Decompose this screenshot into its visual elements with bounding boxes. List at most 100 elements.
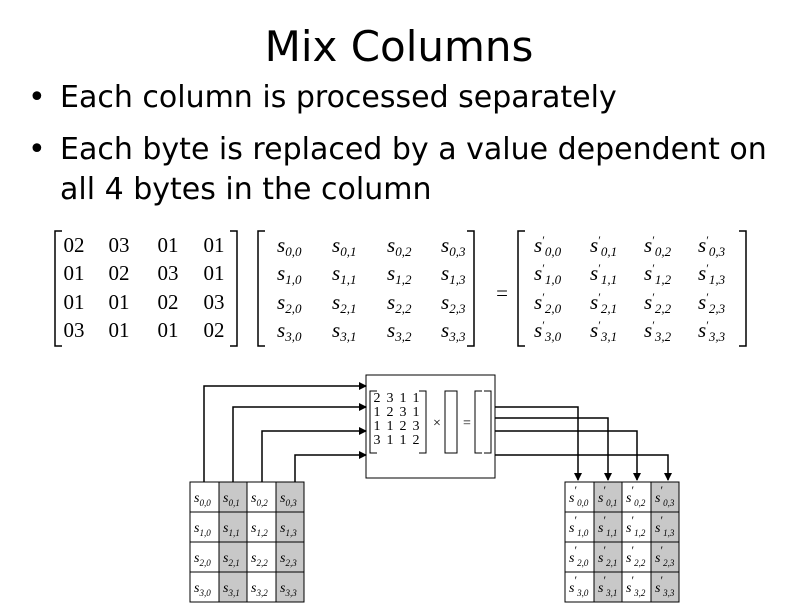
- state-matrix-cell: s2,1: [332, 290, 356, 316]
- coef-matrix-cell: 03: [64, 318, 85, 342]
- output-state-grid-cell: [650, 571, 680, 603]
- output-state-grid-cell-label: s′0,2: [626, 483, 646, 508]
- output-matrix-right-bracket: [739, 230, 747, 347]
- small-matrix-cell: 2: [374, 391, 381, 406]
- coef-matrix-cell: 01: [158, 233, 179, 257]
- state-matrix-cell: s0,0: [277, 233, 302, 259]
- coef-matrix-cell: 01: [204, 233, 225, 257]
- input-state-grid-cell: [275, 571, 305, 603]
- output-arrow: [495, 454, 672, 481]
- output-matrix-cell: s′2,2: [644, 290, 672, 316]
- coef-matrix-left-bracket: [54, 230, 62, 347]
- mix-box: [365, 374, 496, 479]
- input-state-grid-cell: [275, 481, 305, 513]
- output-matrix-cell: s′2,3: [698, 290, 726, 316]
- input-state-grid-cell: [189, 571, 220, 603]
- input-state-grid-cell-label: s0,0: [194, 491, 211, 508]
- coef-matrix-cell: 03: [158, 261, 179, 285]
- output-matrix-left-bracket: [517, 230, 525, 347]
- output-state-grid-cell-label: s′2,3: [655, 543, 675, 568]
- output-arrow: [495, 430, 641, 481]
- output-state-grid-cell: [564, 481, 595, 513]
- state-matrix-cell: s0,1: [332, 233, 356, 259]
- output-matrix-cell: s′1,0: [534, 261, 562, 287]
- output-state-grid-cell-label: s′0,3: [655, 483, 675, 508]
- input-state-grid-cell-label: s3,2: [251, 581, 268, 598]
- input-vector-right-bracket: [450, 390, 458, 454]
- input-state-grid-cell-label: s2,0: [194, 551, 211, 568]
- input-state-grid-cell: [246, 511, 277, 543]
- coef-matrix-cell: 03: [204, 290, 225, 314]
- small-matrix-cell: 2: [400, 419, 407, 434]
- state-matrix-cell: s1,1: [332, 261, 356, 287]
- slide-title: Mix Columns: [264, 22, 534, 71]
- equals-sign: =: [496, 281, 508, 305]
- state-matrix-cell: s1,2: [387, 261, 412, 287]
- output-state-grid-cell: [564, 541, 595, 573]
- output-state-grid-cell: [621, 571, 652, 603]
- input-state-grid-cell: [218, 571, 248, 603]
- input-state-grid-cell-label: s1,3: [280, 521, 297, 538]
- state-matrix-cell: s3,0: [277, 318, 302, 344]
- small-matrix-cell: 3: [413, 419, 420, 434]
- times-sign: ×: [433, 416, 441, 431]
- input-state-grid-cell-label: s0,3: [280, 491, 297, 508]
- input-state-grid-cell-label: s0,1: [223, 491, 240, 508]
- coef-matrix-cell: 01: [204, 261, 225, 285]
- bullet-item: • Each column is processed separately: [22, 78, 792, 118]
- output-matrix-cell: s′3,2: [644, 318, 672, 344]
- input-state-grid-cell-label: s2,1: [223, 551, 240, 568]
- output-matrix-cell: s′3,0: [534, 318, 562, 344]
- output-state-grid-cell-label: s′0,1: [598, 483, 617, 508]
- state-matrix-left-bracket: [257, 230, 265, 347]
- small-matrix-cell: 3: [374, 433, 381, 448]
- coef-matrix-cell: 02: [204, 318, 225, 342]
- output-vector-right-bracket: [484, 390, 492, 454]
- state-matrix-cell: s2,2: [387, 290, 412, 316]
- input-state-grid-cell-label: s3,3: [280, 581, 297, 598]
- output-state-grid-cell-label: s′1,1: [598, 513, 617, 538]
- coef-matrix-cell: 02: [64, 233, 85, 257]
- input-state-grid-cell-label: s1,1: [223, 521, 240, 538]
- state-matrix-cell: s3,2: [387, 318, 412, 344]
- state-matrix-cell: s2,0: [277, 290, 302, 316]
- output-state-grid-cell-label: s′3,1: [598, 573, 617, 598]
- state-matrix-cell: s0,2: [387, 233, 412, 259]
- output-state-grid-cell-label: s′1,0: [569, 513, 589, 538]
- output-vector-left-bracket: [474, 390, 482, 454]
- output-state-grid-cell-label: s′3,3: [655, 573, 675, 598]
- output-state-grid-cell-label: s′3,0: [569, 573, 589, 598]
- output-state-grid-cell: [564, 571, 595, 603]
- input-state-grid-cell: [246, 571, 277, 603]
- output-matrix-cell: s′0,0: [534, 233, 562, 259]
- input-state-grid-cell-label: s1,2: [251, 521, 268, 538]
- bullet-icon: •: [28, 80, 46, 115]
- output-matrix-cell: s′2,1: [590, 290, 617, 316]
- output-arrow: [495, 417, 612, 481]
- state-matrix-cell: s2,3: [441, 290, 466, 316]
- small-matrix-left-bracket: [369, 390, 377, 454]
- small-matrix-cell: 3: [400, 405, 407, 420]
- bullet-text: Each byte is replaced by a value depende…: [60, 132, 767, 207]
- output-matrix-cell: s′3,3: [698, 318, 726, 344]
- output-state-grid-cell-label: s′1,3: [655, 513, 675, 538]
- input-state-grid-cell-label: s0,2: [251, 491, 268, 508]
- state-matrix-cell: s3,1: [332, 318, 356, 344]
- small-matrix-cell: 2: [387, 405, 394, 420]
- coef-matrix-cell: 02: [109, 261, 130, 285]
- output-state-grid-cell-label: s′2,2: [626, 543, 646, 568]
- small-matrix-cell: 1: [413, 405, 420, 420]
- coef-matrix-cell: 01: [64, 290, 85, 314]
- input-arrow: [294, 451, 367, 482]
- output-state-grid-cell-label: s′2,1: [598, 543, 617, 568]
- output-state-grid-cell: [650, 511, 680, 543]
- small-matrix-cell: 3: [387, 391, 394, 406]
- state-matrix-cell: s0,3: [441, 233, 466, 259]
- output-matrix-cell: s′1,2: [644, 261, 672, 287]
- small-matrix-cell: 1: [374, 405, 381, 420]
- coef-matrix-cell: 01: [158, 318, 179, 342]
- output-matrix-cell: s′0,2: [644, 233, 672, 259]
- box-equals-sign: =: [463, 416, 471, 431]
- input-arrow: [261, 427, 367, 482]
